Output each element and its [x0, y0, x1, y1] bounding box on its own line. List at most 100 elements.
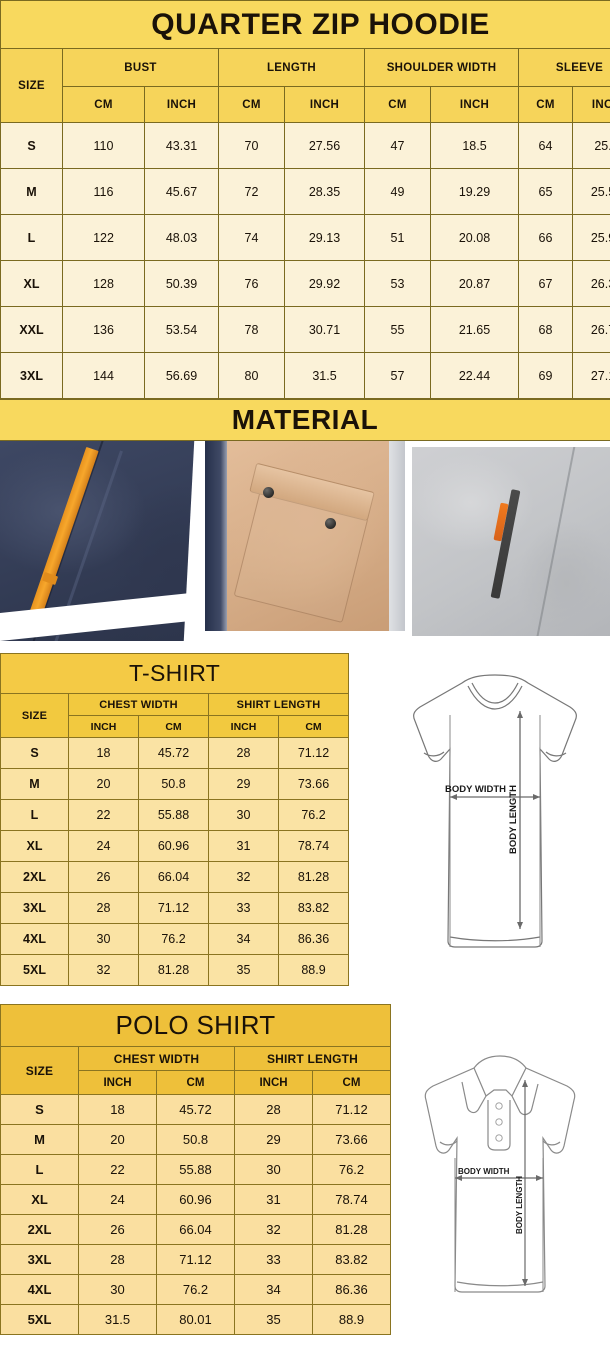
- hoodie-unit-sleeve-cm: CM: [518, 86, 573, 123]
- tshirt-cell-length-inch: 28: [208, 737, 279, 769]
- table-row: XL 24 60.96 31 78.74: [0, 830, 350, 862]
- table-row: M 20 50.8 29 73.66: [0, 1124, 391, 1155]
- tshirt-cell-chest-inch: 22: [68, 799, 139, 831]
- tshirt-cell-size: 3XL: [0, 892, 69, 924]
- polo-cell-chest-inch: 18: [78, 1094, 157, 1125]
- tshirt-group-chest-width: CHEST WIDTH: [68, 693, 209, 716]
- tshirt-cell-length-inch: 35: [208, 954, 279, 986]
- tshirt-cell-size: 5XL: [0, 954, 69, 986]
- tshirt-cell-chest-cm: 60.96: [138, 830, 209, 862]
- polo-size-table: POLO SHIRT SIZE CHEST WIDTH SHIRT LENGTH…: [0, 1004, 391, 1335]
- hoodie-cell-length-cm: 76: [218, 260, 285, 307]
- tshirt-cell-length-cm: 73.66: [277, 768, 350, 800]
- tshirt-cell-length-inch: 29: [208, 768, 279, 800]
- hoodie-cell-length-cm: 74: [218, 214, 285, 261]
- hoodie-cell-shoulder-cm: 53: [364, 260, 431, 307]
- hoodie-cell-sleeve-cm: 69: [518, 352, 573, 399]
- tshirt-cell-length-cm: 86.36: [277, 923, 350, 955]
- hoodie-cell-bust-cm: 136: [62, 306, 145, 353]
- hoodie-cell-size: S: [0, 122, 63, 169]
- polo-cell-chest-inch: 30: [78, 1274, 157, 1305]
- hoodie-cell-length-cm: 70: [218, 122, 285, 169]
- tshirt-cell-size: 2XL: [0, 861, 69, 893]
- photo-white-edge: [405, 441, 412, 641]
- tshirt-cell-size: L: [0, 799, 69, 831]
- tshirt-cell-chest-cm: 66.04: [138, 861, 209, 893]
- hoodie-unit-bust-cm: CM: [62, 86, 145, 123]
- polo-cell-chest-cm: 71.12: [156, 1244, 235, 1275]
- hoodie-cell-bust-inch: 50.39: [144, 260, 219, 307]
- hoodie-cell-bust-cm: 116: [62, 168, 145, 215]
- table-row: S 18 45.72 28 71.12: [0, 737, 350, 769]
- polo-cell-length-inch: 30: [234, 1154, 313, 1185]
- polo-cell-chest-inch: 20: [78, 1124, 157, 1155]
- table-row: 5XL 31.5 80.01 35 88.9: [0, 1304, 391, 1335]
- polo-cell-size: S: [0, 1094, 79, 1125]
- tshirt-measurement-diagram: BODY WIDTH BODY LENGTH: [400, 669, 590, 959]
- tshirt-cell-length-cm: 81.28: [277, 861, 350, 893]
- hoodie-cell-shoulder-inch: 19.29: [430, 168, 519, 215]
- tshirt-cell-length-cm: 71.12: [277, 737, 350, 769]
- table-row: 3XL 28 71.12 33 83.82: [0, 892, 350, 924]
- polo-cell-chest-inch: 31.5: [78, 1304, 157, 1335]
- polo-unit-chest-cm: CM: [156, 1070, 235, 1095]
- polo-cell-length-inch: 35: [234, 1304, 313, 1335]
- polo-cell-chest-cm: 45.72: [156, 1094, 235, 1125]
- polo-cell-size: 4XL: [0, 1274, 79, 1305]
- tshirt-cell-size: 4XL: [0, 923, 69, 955]
- table-row: XL 24 60.96 31 78.74: [0, 1184, 391, 1215]
- tshirt-cell-length-cm: 78.74: [277, 830, 350, 862]
- tshirt-cell-chest-inch: 26: [68, 861, 139, 893]
- tshirt-cell-chest-inch: 24: [68, 830, 139, 862]
- hoodie-cell-sleeve-inch: 25.98: [571, 214, 610, 261]
- tshirt-cell-length-cm: 76.2: [277, 799, 350, 831]
- polo-cell-chest-cm: 66.04: [156, 1214, 235, 1245]
- polo-cell-length-cm: 88.9: [312, 1304, 391, 1335]
- tshirt-title: T-SHIRT: [0, 653, 350, 694]
- tshirt-cell-chest-cm: 55.88: [138, 799, 209, 831]
- polo-cell-length-cm: 83.82: [312, 1244, 391, 1275]
- polo-unit-length-cm: CM: [312, 1070, 391, 1095]
- polo-cell-size: L: [0, 1154, 79, 1185]
- hoodie-title: QUARTER ZIP HOODIE: [0, 0, 610, 49]
- material-photo-strip: [0, 441, 610, 641]
- tshirt-unit-length-cm: CM: [277, 715, 350, 738]
- hoodie-cell-shoulder-cm: 51: [364, 214, 431, 261]
- hoodie-cell-length-inch: 31.5: [284, 352, 365, 399]
- polo-title: POLO SHIRT: [0, 1004, 391, 1047]
- polo-measurement-diagram: BODY WIDTH BODY LENGTH: [412, 1038, 592, 1318]
- tshirt-cell-chest-inch: 30: [68, 923, 139, 955]
- hoodie-unit-sleeve-inch: INCH: [571, 86, 610, 123]
- table-row: M 116 45.67 72 28.35 49 19.29 65 25.59: [0, 168, 610, 215]
- polo-body-length-label: BODY LENGTH: [515, 1176, 524, 1234]
- photo-left-edge: [205, 441, 231, 641]
- tshirt-cell-chest-inch: 28: [68, 892, 139, 924]
- table-row: XXL 136 53.54 78 30.71 55 21.65 68 26.77: [0, 306, 610, 353]
- hoodie-unit-shoulder-cm: CM: [364, 86, 431, 123]
- hoodie-unit-bust-inch: INCH: [144, 86, 219, 123]
- hoodie-cell-length-cm: 72: [218, 168, 285, 215]
- hoodie-cell-size: 3XL: [0, 352, 63, 399]
- polo-cell-chest-inch: 24: [78, 1184, 157, 1215]
- tshirt-body-length-label: BODY LENGTH: [508, 785, 519, 854]
- hoodie-cell-sleeve-cm: 67: [518, 260, 573, 307]
- polo-size-chart-section: POLO SHIRT SIZE CHEST WIDTH SHIRT LENGTH…: [0, 996, 610, 1335]
- hoodie-cell-size: XXL: [0, 306, 63, 353]
- hoodie-cell-size: M: [0, 168, 63, 215]
- polo-cell-chest-inch: 28: [78, 1244, 157, 1275]
- tshirt-unit-length-inch: INCH: [208, 715, 279, 738]
- polo-cell-size: XL: [0, 1184, 79, 1215]
- hoodie-cell-sleeve-cm: 68: [518, 306, 573, 353]
- hoodie-cell-shoulder-inch: 21.65: [430, 306, 519, 353]
- tshirt-cell-length-inch: 34: [208, 923, 279, 955]
- polo-cell-chest-inch: 22: [78, 1154, 157, 1185]
- polo-cell-chest-cm: 76.2: [156, 1274, 235, 1305]
- tshirt-size-chart-section: T-SHIRT SIZE CHEST WIDTH SHIRT LENGTH IN…: [0, 641, 610, 996]
- hoodie-cell-sleeve-inch: 26.38: [571, 260, 610, 307]
- table-row: L 22 55.88 30 76.2: [0, 799, 350, 831]
- table-row: 4XL 30 76.2 34 86.36: [0, 923, 350, 955]
- hoodie-cell-sleeve-inch: 25.2: [571, 122, 610, 169]
- polo-cell-length-cm: 76.2: [312, 1154, 391, 1185]
- hoodie-cell-length-inch: 29.92: [284, 260, 365, 307]
- polo-cell-chest-inch: 26: [78, 1214, 157, 1245]
